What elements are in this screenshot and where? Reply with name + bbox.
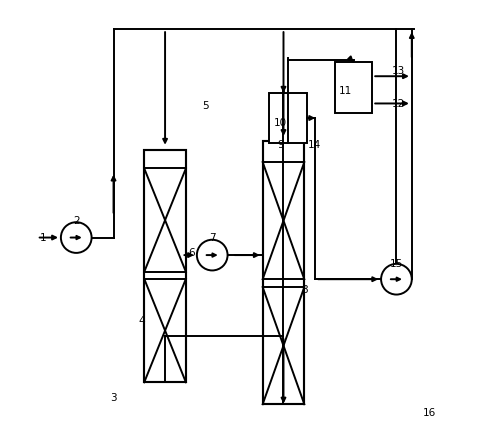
Text: 15: 15	[390, 259, 404, 269]
Text: 10: 10	[273, 117, 287, 128]
Bar	[262, 141, 304, 404]
Text: 2: 2	[73, 216, 80, 226]
Text: 8: 8	[301, 285, 308, 295]
Circle shape	[381, 264, 412, 294]
Text: 14: 14	[308, 140, 321, 150]
Text: 3: 3	[110, 392, 117, 403]
Text: 5: 5	[202, 101, 209, 111]
Circle shape	[61, 222, 92, 253]
Circle shape	[197, 240, 228, 271]
Bar	[269, 93, 306, 143]
Text: 4: 4	[139, 316, 145, 326]
Text: 11: 11	[338, 87, 352, 96]
Text: 1: 1	[40, 233, 47, 242]
Text: 12: 12	[392, 99, 405, 109]
Bar	[335, 62, 372, 113]
Text: 13: 13	[392, 66, 405, 76]
Text: 16: 16	[423, 408, 436, 418]
Bar	[144, 150, 186, 382]
Text: 9: 9	[277, 140, 283, 150]
Text: 7: 7	[210, 234, 216, 243]
Text: 6: 6	[188, 248, 195, 258]
